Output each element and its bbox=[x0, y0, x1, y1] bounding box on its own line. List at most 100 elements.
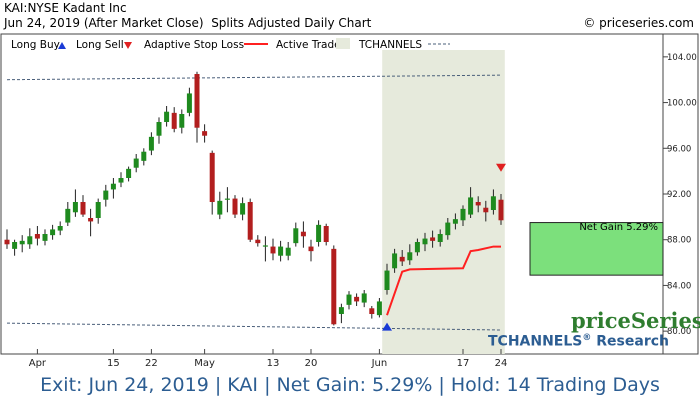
candle-down bbox=[323, 226, 329, 242]
candle-up bbox=[392, 253, 398, 269]
legend-long-buy-label: Long Buy bbox=[11, 39, 60, 51]
brand-sub: TCHANNELS bbox=[488, 333, 583, 350]
brand-logo: priceSeries bbox=[571, 308, 700, 333]
candle-up bbox=[217, 200, 223, 215]
active-trade-legend-swatch bbox=[336, 38, 350, 49]
candle-up bbox=[50, 229, 56, 236]
candle-down bbox=[354, 296, 360, 302]
candle-down bbox=[430, 237, 436, 241]
candle-up bbox=[103, 190, 109, 200]
candle-up bbox=[179, 114, 185, 128]
long-buy-arrow-icon bbox=[382, 322, 392, 331]
candle-up bbox=[27, 236, 33, 245]
legend: Long Buy Long Sell Adaptive Stop Loss Ac… bbox=[11, 38, 450, 51]
candle-up bbox=[407, 252, 413, 261]
candle-up bbox=[346, 294, 352, 305]
candle-up bbox=[164, 111, 170, 122]
candle-up bbox=[490, 196, 496, 210]
candle-down bbox=[483, 207, 489, 213]
legend-active-trade-label: Active Trade bbox=[276, 39, 341, 51]
candle-up bbox=[285, 247, 291, 256]
candle-down bbox=[369, 308, 375, 314]
candle-up bbox=[224, 198, 230, 200]
candle-up bbox=[72, 202, 78, 213]
y-tick-label: 92.00 bbox=[667, 190, 691, 200]
chart-title: KAI:NYSE Kadant Inc bbox=[4, 1, 127, 15]
candle-up bbox=[95, 202, 101, 218]
chart-subtitle: Jun 24, 2019 (After Market Close) Splits… bbox=[4, 16, 372, 30]
candle-down bbox=[247, 202, 253, 240]
y-axis-panel bbox=[662, 33, 699, 355]
trade-summary-footer: Exit: Jun 24, 2019 | KAI | Net Gain: 5.2… bbox=[40, 374, 660, 396]
candle-up bbox=[156, 122, 162, 136]
long-sell-arrow-icon bbox=[496, 163, 506, 172]
y-tick-label: 100.00 bbox=[667, 99, 697, 109]
y-tick-label: 88.00 bbox=[667, 236, 691, 246]
brand-sub2: Research bbox=[591, 333, 669, 350]
candle-down bbox=[34, 234, 40, 239]
legend-long-sell-label: Long Sell bbox=[76, 39, 124, 51]
candle-up bbox=[361, 293, 367, 303]
candle-up bbox=[141, 151, 147, 161]
candle-up bbox=[338, 307, 344, 314]
x-tick-label: Jun bbox=[371, 358, 388, 369]
candle-down bbox=[399, 256, 405, 262]
candle-up bbox=[437, 234, 443, 242]
candle-up bbox=[262, 245, 268, 247]
candle-up bbox=[65, 208, 71, 223]
candle-up bbox=[278, 246, 284, 256]
candle-up bbox=[452, 219, 458, 224]
adaptive-stop-loss-line bbox=[386, 245, 501, 316]
candle-up bbox=[42, 234, 48, 241]
brand-research-label: TCHANNELS® Research bbox=[488, 333, 669, 350]
tchannel-lower-line bbox=[6, 322, 502, 331]
x-tick-label: 15 bbox=[107, 358, 120, 369]
x-tick-label: 22 bbox=[145, 358, 158, 369]
copyright-notice: © priceseries.com bbox=[583, 16, 694, 30]
candle-up bbox=[126, 168, 132, 178]
candle-down bbox=[232, 198, 238, 215]
candle-up bbox=[12, 242, 18, 249]
candle-up bbox=[240, 203, 246, 215]
legend-stop-loss-label: Adaptive Stop Loss bbox=[144, 39, 244, 51]
candle-up bbox=[133, 158, 139, 168]
active-trade-band bbox=[382, 50, 505, 354]
y-tick-label: 80.00 bbox=[667, 327, 691, 337]
net-gain-label: Net Gain 5.29% bbox=[579, 222, 658, 233]
candle-up bbox=[414, 242, 420, 253]
registered-mark: ® bbox=[582, 333, 592, 343]
candle-up bbox=[316, 224, 322, 242]
x-tick-label: 24 bbox=[495, 358, 508, 369]
price-chart: 80.00 84.00 88.00 92.00 96.00 100.00 104.00 Ap… bbox=[0, 33, 699, 369]
long-buy-legend-icon bbox=[58, 42, 66, 49]
y-tick-label: 84.00 bbox=[667, 281, 691, 291]
x-tick-label: 17 bbox=[457, 358, 470, 369]
y-tick-label: 96.00 bbox=[667, 144, 691, 154]
y-tick-label: 104.00 bbox=[667, 53, 697, 63]
candle-down bbox=[194, 74, 200, 128]
candle-up bbox=[376, 301, 382, 316]
tchannel-upper-line bbox=[6, 74, 502, 81]
candle-down bbox=[331, 248, 337, 325]
candle-down bbox=[300, 231, 306, 237]
candle-up bbox=[384, 270, 390, 290]
candle-down bbox=[498, 199, 504, 221]
long-sell-legend-icon bbox=[124, 42, 132, 49]
candle-up bbox=[19, 240, 25, 245]
candle-down bbox=[88, 218, 94, 222]
candle-down bbox=[209, 152, 215, 202]
candle-up bbox=[57, 226, 63, 231]
candle-up bbox=[445, 222, 451, 236]
x-tick-label: May bbox=[194, 358, 215, 369]
candle-down bbox=[270, 246, 276, 254]
candle-up bbox=[468, 197, 474, 215]
candle-up bbox=[293, 228, 299, 244]
candle-down bbox=[255, 239, 261, 244]
x-tick-label: 20 bbox=[305, 358, 318, 369]
candle-down bbox=[80, 202, 86, 215]
legend-tchannels-label: TCHANNELS bbox=[358, 39, 422, 51]
candle-down bbox=[308, 246, 314, 252]
candle-down bbox=[171, 112, 177, 129]
candle-up bbox=[186, 93, 192, 113]
candle-up bbox=[148, 136, 154, 151]
